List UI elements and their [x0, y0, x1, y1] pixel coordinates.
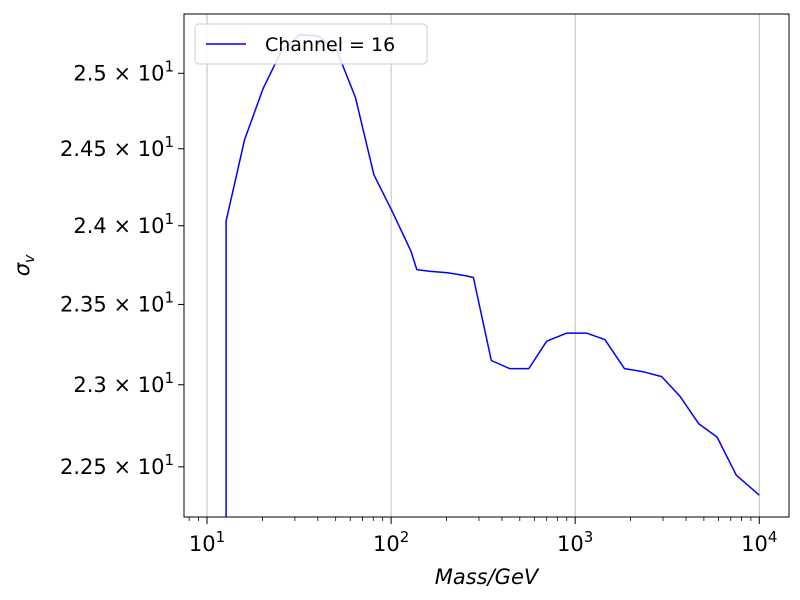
x-tick-label: 103	[557, 528, 593, 556]
series-layer	[225, 33, 760, 517]
legend-box	[194, 23, 428, 65]
grid	[206, 14, 760, 517]
y-tick-label: 2.25 × 101	[60, 451, 174, 479]
legend: Channel = 16	[194, 23, 428, 65]
legend-label: Channel = 16	[265, 34, 395, 56]
x-axis-label: Mass/GeV	[435, 565, 540, 589]
y-tick-label: 2.3 × 101	[73, 369, 174, 397]
y-axis-label: σv	[10, 254, 38, 276]
x-tick-label: 104	[741, 528, 777, 556]
y-tick-label: 2.5 × 101	[73, 57, 174, 85]
y-tick-label: 2.45 × 101	[60, 133, 174, 161]
x-tick-label: 102	[373, 528, 409, 556]
y-tick-label: 2.35 × 101	[60, 288, 174, 316]
y-tick-label: 2.4 × 101	[73, 210, 174, 238]
x-tick-label: 101	[189, 528, 225, 556]
series-line	[225, 33, 760, 517]
ticks: 101 102 103 104 2.25 × 101 2.3 × 101 2.35 × 10…	[60, 57, 777, 556]
plot-frame	[183, 13, 790, 518]
